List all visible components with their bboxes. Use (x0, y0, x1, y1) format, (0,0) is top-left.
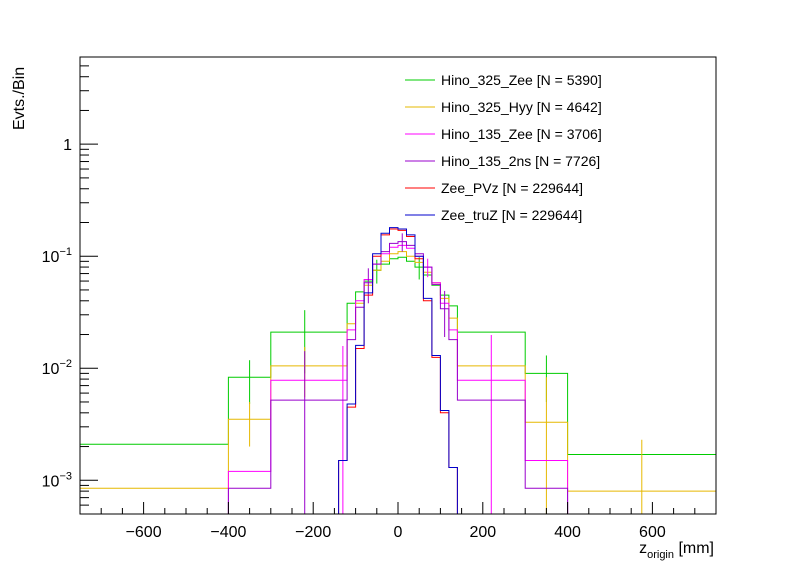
y-tick-base: 10 (42, 249, 60, 266)
series-line (80, 227, 716, 515)
legend: Hino_325_Zee [N = 5390] Hino_325_Hyy [N … (405, 72, 602, 223)
y-tick-label: 10−3 (42, 470, 72, 490)
y-tick-base: 1 (63, 137, 72, 154)
y-tick-exponent: −1 (59, 246, 72, 258)
x-tick-label: 200 (469, 524, 496, 541)
legend-label: Hino_325_Hyy [N = 4642] (441, 99, 602, 115)
x-tick-label: 600 (639, 524, 666, 541)
y-axis-title: Evts./Bin (11, 67, 28, 130)
series-layer (80, 227, 716, 515)
legend-label: Hino_135_Zee [N = 3706] (441, 126, 602, 142)
ticks-layer (80, 56, 696, 515)
legend-entry: Hino_135_Zee [N = 3706] (405, 126, 602, 142)
x-tick-label: −200 (295, 524, 331, 541)
y-tick-exponent: −3 (59, 470, 72, 482)
series-line (80, 256, 716, 455)
x-tick-label: 0 (394, 524, 403, 541)
legend-entry: Zee_PVz [N = 229644] (405, 180, 583, 196)
y-tick-exponent: −2 (59, 358, 72, 370)
x-axis-title: zorigin [mm] (639, 540, 714, 561)
legend-label: Hino_325_Zee [N = 5390] (441, 72, 602, 88)
x-axis-title-unit: [mm] (674, 540, 714, 557)
x-axis-title-main: z (639, 540, 647, 557)
legend-entry: Hino_325_Zee [N = 5390] (405, 72, 602, 88)
y-tick-base: 10 (42, 361, 60, 378)
y-tick-label: 10−1 (42, 246, 72, 266)
series-line (80, 241, 716, 515)
x-axis-title-sub: origin (647, 549, 674, 561)
legend-entry: Zee_truZ [N = 229644] (405, 207, 582, 223)
legend-entry: Hino_135_2ns [N = 7726] (405, 153, 600, 169)
legend-label: Zee_truZ [N = 229644] (441, 207, 582, 223)
legend-entry: Hino_325_Hyy [N = 4642] (405, 99, 602, 115)
x-tick-label: 400 (554, 524, 581, 541)
y-tick-label: 1 (63, 137, 72, 154)
y-tick-label: 10−2 (42, 358, 72, 378)
legend-label: Zee_PVz [N = 229644] (441, 180, 583, 196)
legend-label: Hino_135_2ns [N = 7726] (441, 153, 600, 169)
x-tick-label: −600 (126, 524, 162, 541)
x-tick-label: −400 (210, 524, 246, 541)
y-tick-base: 10 (42, 473, 60, 490)
